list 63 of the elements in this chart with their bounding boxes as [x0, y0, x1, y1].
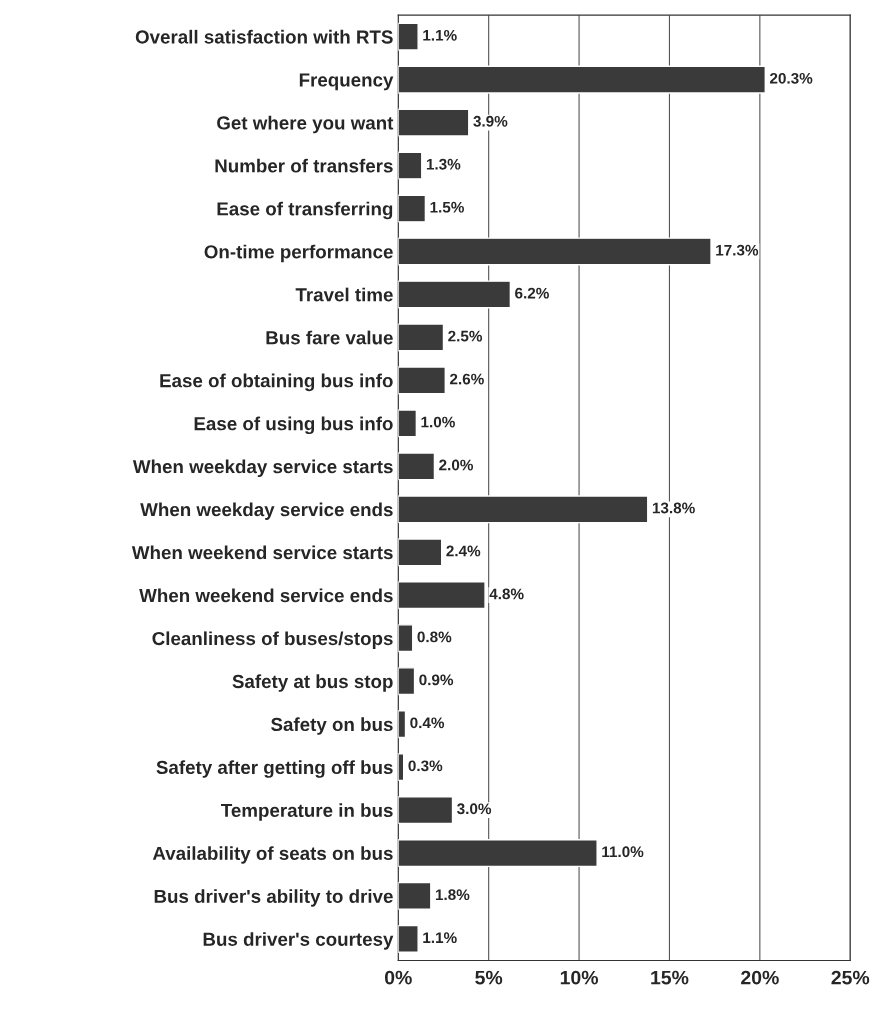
data-label: 2.5% [448, 330, 483, 342]
bar [398, 624, 414, 653]
data-label: 3.9% [473, 115, 508, 127]
data-label: 0.8% [417, 631, 452, 643]
x-tick-label: 20% [741, 970, 779, 985]
y-tick-label: On-time performance [204, 244, 393, 263]
data-label: 6.2% [515, 287, 549, 299]
bar [398, 881, 432, 911]
y-tick-label: Ease of transferring [217, 201, 393, 220]
data-label: 0.9% [419, 674, 454, 686]
bar [398, 839, 598, 868]
data-label: 3.0% [457, 803, 492, 815]
y-tick-label: Number of transfers [215, 158, 393, 173]
x-tick-label: 15% [651, 970, 689, 985]
y-tick-label: When weekday service ends [140, 502, 393, 520]
bar [398, 65, 766, 94]
bar [398, 108, 470, 137]
bar [398, 366, 446, 395]
data-label: 11.0% [602, 846, 644, 858]
data-label: 0.3% [408, 760, 443, 772]
x-tick-label: 10% [560, 970, 599, 985]
bar [398, 796, 454, 825]
y-tick-label: Frequency [299, 73, 394, 91]
y-tick-label: When weekend service ends [139, 588, 393, 603]
data-label: 1.1% [423, 29, 457, 41]
data-label: 1.1% [423, 932, 457, 944]
y-tick-label: Bus driver's ability to drive [154, 889, 393, 907]
y-tick-label: Overall satisfaction with RTS [135, 29, 393, 44]
data-label: 1.3% [426, 158, 461, 170]
data-label: 4.8% [489, 588, 524, 600]
data-label: 1.8% [435, 889, 470, 901]
y-tick-label: Availability of seats on bus [152, 846, 393, 864]
data-label: 17.3% [716, 244, 759, 256]
data-label: 2.4% [446, 545, 481, 557]
data-label: 1.5% [430, 201, 464, 213]
y-tick-label: Travel time [295, 287, 393, 302]
bar [398, 538, 443, 567]
y-tick-label: Ease of using bus info [194, 416, 393, 435]
data-label: 1.0% [421, 416, 455, 428]
y-tick-label: Safety at bus stop [232, 674, 393, 692]
y-tick-label: Ease of obtaining bus info [160, 373, 393, 392]
y-tick-label: Safety on bus [271, 717, 393, 735]
x-tick-label: 25% [831, 970, 870, 985]
data-label: 20.3% [769, 72, 813, 84]
bar [398, 237, 712, 266]
data-label: 2.6% [449, 373, 484, 385]
y-tick-label: Safety after getting off bus [156, 760, 393, 778]
data-label: 13.8% [652, 502, 695, 514]
y-tick-label: When weekend service starts [131, 545, 393, 560]
data-label: 2.0% [439, 459, 474, 471]
y-tick-label: Get where you want [217, 115, 394, 134]
x-tick-label: 0% [384, 970, 412, 985]
bar [398, 495, 649, 524]
bar [398, 151, 423, 180]
y-tick-label: When weekday service starts [132, 459, 393, 478]
bar [398, 924, 419, 953]
y-tick-label: Bus fare value [266, 330, 393, 345]
x-tick-label: 5% [475, 970, 503, 985]
y-tick-label: Temperature in bus [221, 803, 393, 821]
y-tick-label: Bus driver's courtesy [203, 932, 394, 950]
bar [398, 22, 419, 51]
data-label: 0.4% [410, 717, 445, 729]
y-tick-label: Cleanliness of buses/stops [152, 631, 393, 649]
